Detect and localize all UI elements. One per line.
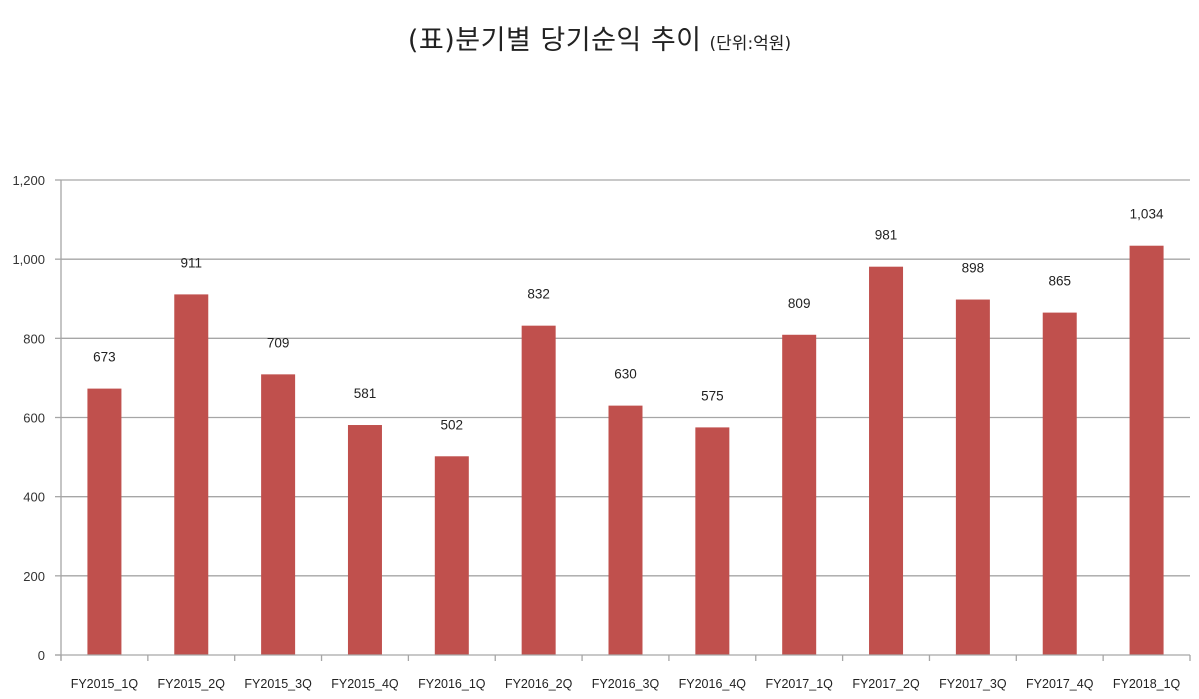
y-tick-label: 600 bbox=[23, 411, 45, 426]
bar bbox=[174, 294, 209, 655]
x-tick-label: FY2016_2Q bbox=[505, 677, 573, 691]
bar bbox=[1042, 312, 1077, 655]
y-tick-label: 200 bbox=[23, 569, 45, 584]
bar bbox=[955, 299, 990, 655]
x-tick-label: FY2017_3Q bbox=[939, 677, 1007, 691]
chart-unit-label: (단위:억원) bbox=[709, 34, 792, 54]
bar bbox=[782, 334, 817, 655]
data-label: 630 bbox=[614, 367, 637, 382]
data-label: 581 bbox=[354, 386, 377, 401]
y-tick-label: 1,000 bbox=[12, 252, 45, 267]
x-tick-label: FY2016_3Q bbox=[592, 677, 660, 691]
bar bbox=[347, 425, 382, 655]
y-tick-label: 800 bbox=[23, 331, 45, 346]
x-tick-label: FY2017_2Q bbox=[852, 677, 920, 691]
x-tick-label: FY2017_1Q bbox=[765, 677, 833, 691]
data-label: 709 bbox=[267, 335, 290, 350]
bar bbox=[87, 388, 122, 655]
x-tick-label: FY2016_1Q bbox=[418, 677, 486, 691]
bar bbox=[434, 456, 469, 655]
data-label: 809 bbox=[788, 296, 811, 311]
bar bbox=[608, 405, 643, 655]
y-axis: 0 200 400 600 800 1,000 1,200 bbox=[12, 173, 62, 663]
data-label: 898 bbox=[962, 261, 985, 276]
y-tick-label: 0 bbox=[38, 648, 45, 663]
data-labels: 673 911 709 581 502 832 630 575 809 981 898 865 1,03… bbox=[93, 207, 1164, 433]
x-tick-label: FY2017_4Q bbox=[1026, 677, 1094, 691]
chart-title-main: (표)분기별 당기순익 추이 bbox=[407, 25, 702, 56]
bar bbox=[521, 325, 556, 655]
x-tick-label: FY2015_3Q bbox=[244, 677, 312, 691]
x-tick-label: FY2015_2Q bbox=[158, 677, 226, 691]
x-tick-label: FY2015_4Q bbox=[331, 677, 399, 691]
bar bbox=[261, 374, 296, 655]
bar bbox=[869, 266, 904, 655]
x-tick-label: FY2015_1Q bbox=[71, 677, 139, 691]
data-label: 1,034 bbox=[1130, 207, 1164, 222]
y-tick-label: 400 bbox=[23, 490, 45, 505]
x-axis: FY2015_1Q FY2015_2Q FY2015_3Q FY2015_4Q FY20… bbox=[55, 654, 1191, 691]
bar bbox=[1129, 245, 1164, 656]
data-label: 911 bbox=[181, 255, 203, 270]
bar bbox=[695, 427, 730, 655]
bars bbox=[87, 245, 1164, 656]
data-label: 673 bbox=[93, 350, 116, 365]
x-tick-label: FY2016_4Q bbox=[679, 677, 747, 691]
data-label: 502 bbox=[441, 417, 464, 432]
y-tick-label: 1,200 bbox=[12, 173, 45, 188]
data-label: 832 bbox=[527, 287, 550, 302]
chart-title: (표)분기별 당기순익 추이 (단위:억원) bbox=[0, 18, 1199, 57]
x-tick-label: FY2018_1Q bbox=[1113, 677, 1181, 691]
data-label: 865 bbox=[1048, 274, 1071, 289]
data-label: 575 bbox=[701, 388, 724, 403]
data-label: 981 bbox=[875, 228, 898, 243]
